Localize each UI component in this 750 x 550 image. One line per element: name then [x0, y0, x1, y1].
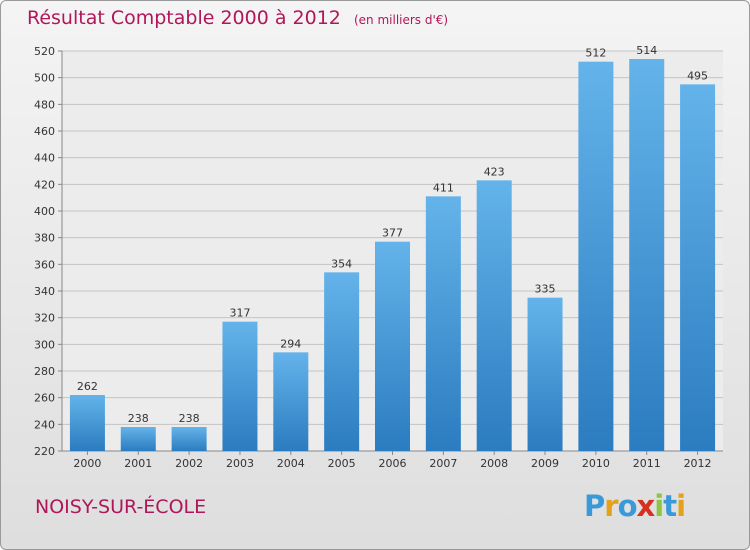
logo-letter: r	[604, 489, 618, 523]
y-tick-label: 220	[34, 445, 55, 458]
value-label-2008: 423	[484, 165, 505, 178]
y-tick-label: 460	[34, 125, 55, 138]
value-label-2005: 354	[331, 257, 352, 270]
x-tick-label: 2012	[684, 457, 712, 470]
chart-title-main: Résultat Comptable 2000 à 2012	[27, 7, 341, 29]
value-label-2003: 317	[229, 307, 250, 320]
value-label-2002: 238	[179, 412, 200, 425]
value-label-2000: 262	[77, 380, 98, 393]
bar-2009	[527, 297, 563, 451]
y-tick-label: 360	[34, 258, 55, 271]
bar-2011	[629, 59, 665, 451]
y-tick-label: 240	[34, 418, 55, 431]
bar-2010	[578, 61, 614, 452]
x-tick-label: 2001	[124, 457, 152, 470]
bar-2008	[476, 180, 512, 452]
x-tick-label: 2003	[226, 457, 254, 470]
value-label-2009: 335	[535, 283, 556, 296]
y-tick-label: 260	[34, 392, 55, 405]
logo-letter: x	[636, 489, 656, 523]
bar-2005	[324, 272, 360, 451]
y-tick-label: 300	[34, 338, 55, 351]
x-tick-label: 2000	[73, 457, 101, 470]
bar-2004	[273, 352, 309, 451]
y-tick-label: 500	[34, 72, 55, 85]
x-tick-label: 2010	[582, 457, 610, 470]
chart-title: Résultat Comptable 2000 à 2012 (en milli…	[27, 7, 448, 29]
bar-2001	[120, 427, 156, 451]
y-tick-label: 400	[34, 205, 55, 218]
value-label-2006: 377	[382, 227, 403, 240]
label-layer: 262 238 238 317 294 354 377 411 423 335 512 514 495	[77, 44, 708, 425]
y-tick-label: 480	[34, 98, 55, 111]
logo-letter: i	[654, 489, 664, 523]
chart-title-unit: (en milliers d'€)	[353, 13, 449, 27]
x-tick-label: 2005	[328, 457, 356, 470]
x-tick-label: 2011	[633, 457, 661, 470]
value-label-2007: 411	[433, 181, 454, 194]
value-label-2011: 514	[636, 44, 657, 57]
bar-2002	[171, 427, 207, 451]
y-tick-label: 420	[34, 178, 55, 191]
y-tick-label: 380	[34, 232, 55, 245]
bar-layer	[69, 59, 716, 452]
bar-2000	[69, 395, 105, 451]
x-tick-label: 2002	[175, 457, 203, 470]
x-tick-label: 2004	[277, 457, 305, 470]
y-tick-label: 340	[34, 285, 55, 298]
x-tick-label: 2009	[531, 457, 559, 470]
value-label-2001: 238	[128, 412, 149, 425]
bar-2006	[375, 241, 410, 451]
bar-2003	[222, 321, 258, 451]
x-tick-label: 2007	[429, 457, 457, 470]
value-label-2012: 495	[687, 69, 708, 82]
value-label-2004: 294	[280, 337, 301, 350]
bar-2012	[680, 84, 716, 451]
logo-letter: i	[676, 489, 686, 523]
bar-2007	[425, 196, 461, 451]
logo-letter: P	[584, 489, 605, 523]
x-tick-label: 2008	[480, 457, 508, 470]
y-tick-label: 440	[34, 152, 55, 165]
commune-name: NOISY-SUR-ÉCOLE	[35, 496, 207, 518]
y-tick-label: 320	[34, 312, 55, 325]
logo-letter: t	[663, 489, 677, 523]
y-tick-label: 280	[34, 365, 55, 378]
axis-layer: 220 240 260 280 300 320 340 360 380 400 420 440 460 4…	[34, 45, 723, 470]
value-label-2010: 512	[585, 47, 606, 60]
proxiti-logo: Proxiti	[584, 489, 686, 523]
y-tick-label: 520	[34, 45, 55, 58]
logo-letter: o	[617, 489, 638, 523]
x-tick-label: 2006	[379, 457, 407, 470]
